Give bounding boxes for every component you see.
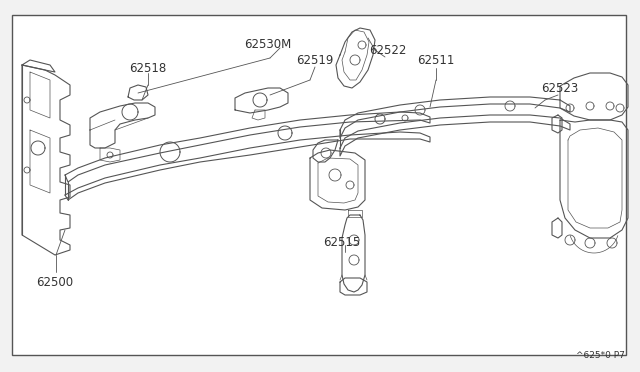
Text: 62519: 62519 xyxy=(296,54,333,67)
Text: 62522: 62522 xyxy=(369,44,406,57)
Text: 62515: 62515 xyxy=(323,235,360,248)
Text: 62530M: 62530M xyxy=(244,38,292,51)
Text: 62500: 62500 xyxy=(36,276,74,289)
Text: 62523: 62523 xyxy=(541,81,579,94)
Text: 62518: 62518 xyxy=(129,61,166,74)
Text: 62511: 62511 xyxy=(417,54,454,67)
Text: ^625*0 P7: ^625*0 P7 xyxy=(575,350,625,359)
